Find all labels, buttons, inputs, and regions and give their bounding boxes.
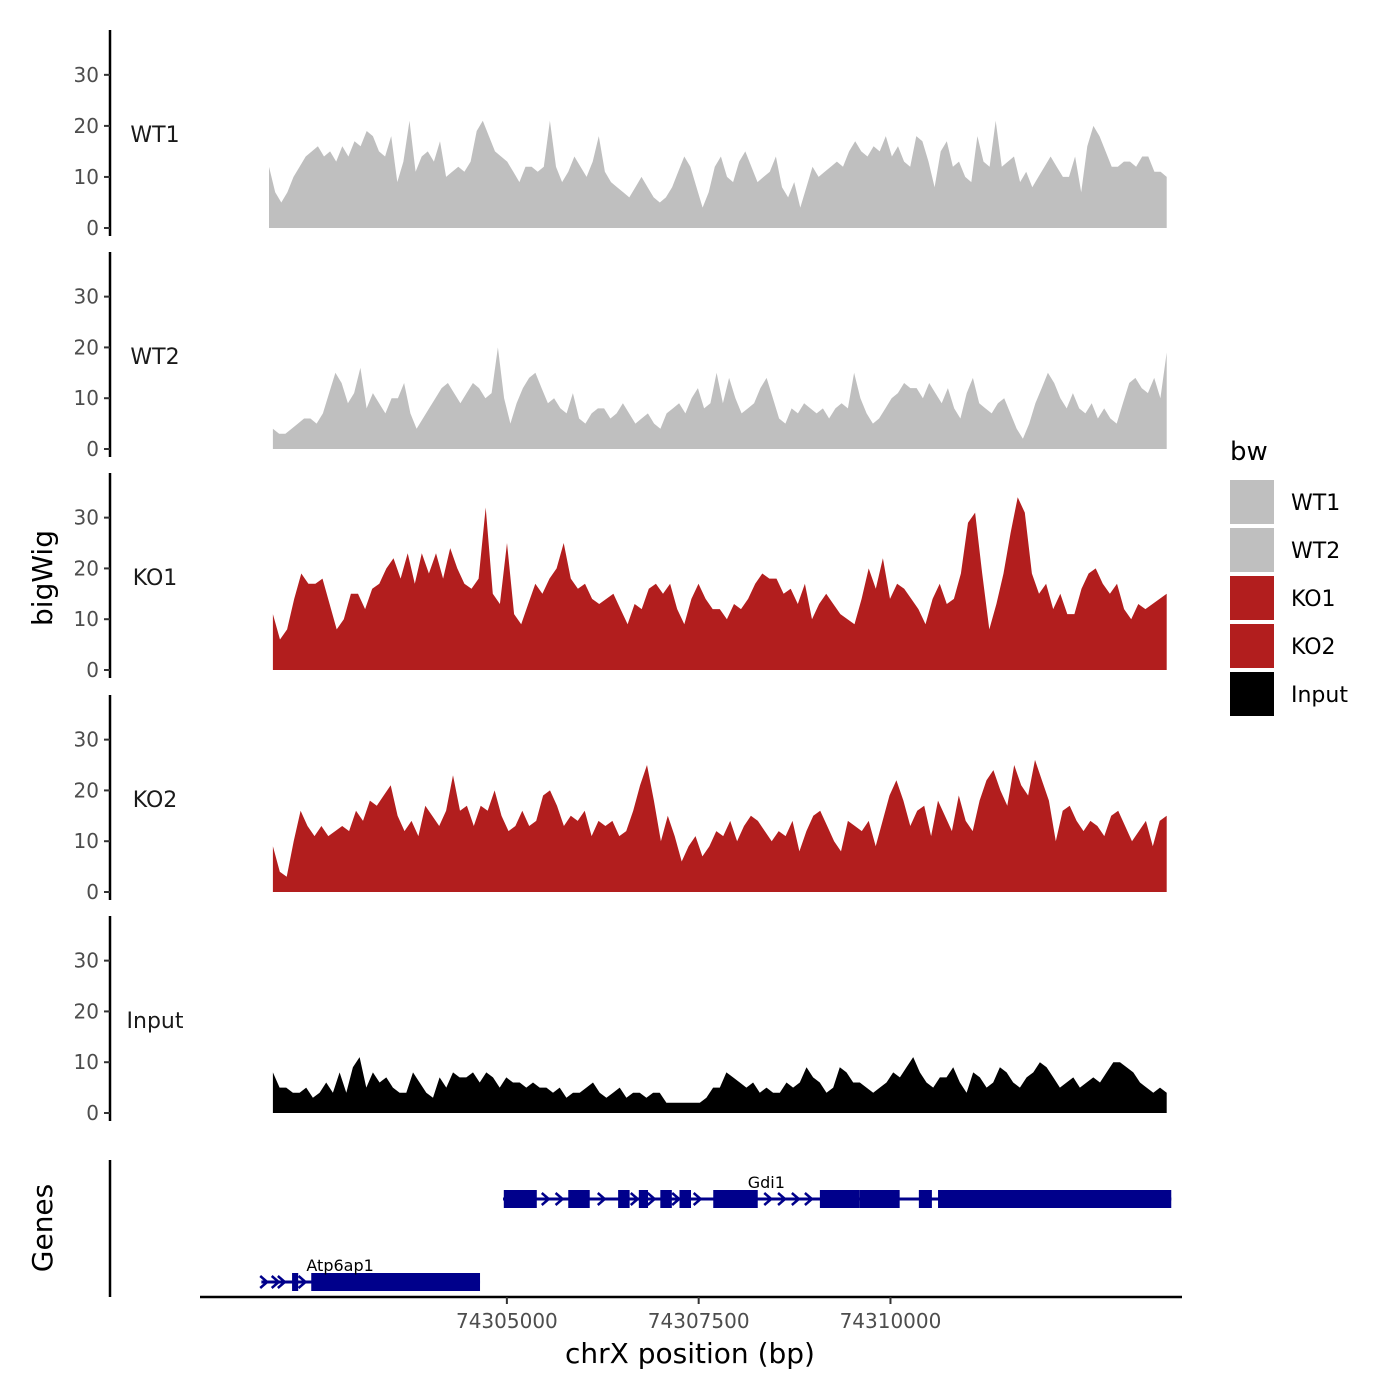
exon [292, 1273, 299, 1291]
y-tick-label: 20 [74, 335, 99, 359]
x-tick-label: 74305000 [456, 1309, 558, 1333]
track-label: Input [127, 1009, 184, 1034]
exon [938, 1190, 1172, 1208]
strand-arrow [791, 1192, 801, 1206]
strand-arrow [692, 1192, 703, 1206]
track-ko1: 0 10 20 30 KO1 [74, 473, 1167, 682]
coverage-area-ko1 [272, 497, 1167, 670]
x-tick-label: 74307500 [648, 1309, 750, 1333]
strand-arrow [804, 1192, 814, 1206]
strand-arrow [646, 1192, 657, 1206]
coverage-area-wt1 [269, 120, 1167, 228]
genes-axis-title: Genes [26, 1184, 59, 1272]
strand-arrow [671, 1192, 682, 1206]
track-wt2: 0 10 20 30 WT2 [74, 252, 1167, 461]
x-axis-title: chrX position (bp) [565, 1337, 815, 1370]
legend-title: bw [1230, 437, 1268, 467]
y-tick-label: 10 [74, 829, 99, 853]
strand-arrow [777, 1192, 787, 1206]
track-ko2: 0 10 20 30 KO2 [74, 695, 1167, 904]
track-label: KO2 [133, 788, 178, 813]
legend-label: KO1 [1291, 587, 1336, 612]
y-tick-label: 20 [74, 778, 99, 802]
exon [503, 1190, 537, 1208]
y-tick-label: 10 [74, 1050, 99, 1074]
strand-arrow [259, 1275, 270, 1289]
strand-arrow [596, 1192, 607, 1206]
exon [618, 1190, 630, 1208]
y-tick-label: 0 [86, 880, 99, 904]
strand-arrow [554, 1192, 565, 1206]
y-tick-label: 0 [86, 658, 99, 682]
legend: bw WT1 WT2 KO1 KO2 Input [1230, 437, 1348, 716]
coverage-area-input [272, 1057, 1167, 1113]
y-tick-label: 0 [86, 437, 99, 461]
strand-arrow [540, 1192, 551, 1206]
exon [679, 1190, 691, 1208]
strand-arrow [270, 1275, 281, 1289]
exon [918, 1190, 932, 1208]
track-label: KO1 [133, 566, 178, 591]
track-label: WT2 [130, 345, 179, 370]
exon [638, 1190, 649, 1208]
legend-label: WT2 [1291, 539, 1340, 564]
strand-arrow [763, 1192, 774, 1206]
y-tick-label: 20 [74, 999, 99, 1023]
gene-label: Gdi1 [748, 1173, 785, 1192]
legend-key-wt1 [1230, 480, 1274, 524]
exon [660, 1190, 672, 1208]
y-tick-label: 20 [74, 114, 99, 138]
exon [713, 1190, 758, 1208]
gene-label: Atp6ap1 [306, 1256, 373, 1275]
gene-atp6ap1: Atp6ap1 [259, 1256, 481, 1291]
track-label: WT1 [130, 123, 179, 148]
y-tick-label: 10 [74, 165, 99, 189]
track-input: 0 10 20 30 Input [74, 916, 1167, 1125]
y-tick-label: 10 [74, 386, 99, 410]
y-tick-label: 30 [74, 506, 99, 530]
coverage-area-wt2 [272, 347, 1167, 449]
exon [568, 1190, 590, 1208]
legend-key-input [1230, 672, 1274, 716]
legend-label: Input [1291, 683, 1348, 708]
x-tick-label: 74310000 [840, 1309, 942, 1333]
strand-arrow [277, 1275, 287, 1289]
legend-key-wt2 [1230, 528, 1274, 572]
y-tick-label: 30 [74, 728, 99, 752]
y-tick-label: 0 [86, 216, 99, 240]
legend-label: WT1 [1291, 491, 1340, 516]
track-wt1: 0 10 20 30 WT1 [74, 30, 1167, 240]
strand-arrow [297, 1275, 308, 1289]
y-tick-label: 30 [74, 285, 99, 309]
exon [311, 1273, 481, 1291]
y-axis-title: bigWig [26, 530, 59, 626]
legend-key-ko1 [1230, 576, 1274, 620]
x-axis: 74305000 74307500 74310000 [200, 1295, 1182, 1333]
legend-key-ko2 [1230, 624, 1274, 668]
coverage-tracks: 0 10 20 30 WT1 0 10 20 30 WT2 0 10 20 30 KO1 0 10 20 30 KO2… [74, 30, 1167, 1125]
strand-arrow [629, 1192, 640, 1206]
y-tick-label: 30 [74, 63, 99, 87]
coverage-area-ko2 [272, 759, 1167, 892]
y-tick-label: 0 [86, 1101, 99, 1125]
gene-gdi1: Gdi1 [503, 1173, 1172, 1208]
legend-label: KO2 [1291, 635, 1336, 660]
y-tick-label: 10 [74, 607, 99, 631]
exon [859, 1190, 900, 1208]
y-tick-label: 30 [74, 949, 99, 973]
y-tick-label: 20 [74, 556, 99, 580]
gene-track: Gdi1 Atp6ap1 [108, 1160, 1172, 1297]
exon [819, 1190, 860, 1208]
